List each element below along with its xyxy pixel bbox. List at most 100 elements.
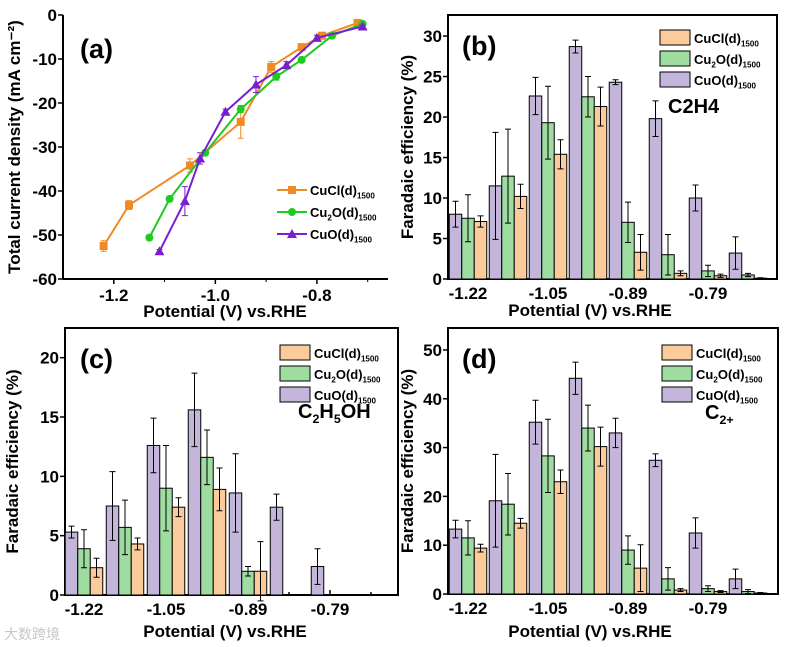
subscript: 2 (713, 375, 718, 384)
data-point (357, 21, 368, 31)
subscript: 1500 (357, 191, 375, 200)
x-tick-label: -0.89 (229, 600, 268, 619)
error-bar (717, 590, 724, 594)
error-bar (245, 566, 251, 577)
x-tick-label: -1.0 (201, 286, 230, 305)
error-bar (273, 493, 280, 521)
x-tick-label: -0.79 (311, 600, 350, 619)
legend-swatch-Cu2O (279, 365, 311, 382)
error-bar (93, 557, 100, 578)
error-bar (745, 589, 751, 595)
error-bar (612, 79, 619, 86)
bar-CuCl (171, 506, 186, 596)
error-bar (517, 517, 524, 529)
data-point (297, 43, 306, 52)
subscript: 2 (331, 375, 336, 384)
text-segment: 4 (708, 96, 720, 118)
y-axis-label: Faradaic efficiency (%) (3, 369, 22, 553)
text-segment: O(d) (716, 52, 743, 67)
bar-CuO (608, 432, 623, 595)
legend-swatch-CuCl (279, 344, 311, 361)
subscript: 1500 (358, 396, 376, 405)
error-bar (452, 200, 459, 228)
y-tick-label: -40 (32, 182, 57, 201)
text-segment: Cu (314, 367, 331, 382)
x-tick-label: -1.05 (147, 600, 186, 619)
text-segment: CuCl(d) (314, 346, 361, 361)
y-tick-label: 20 (40, 349, 59, 368)
panel-label: (d) (462, 344, 496, 374)
x-axis-label: Potential (V) vs.RHE (508, 622, 671, 641)
error-bar (532, 399, 539, 445)
error-bar (637, 544, 644, 593)
data-point (185, 161, 194, 170)
y-tick-label: 50 (423, 341, 442, 360)
y-tick-label: 15 (40, 408, 59, 427)
error-bar (597, 86, 604, 127)
legend-swatch-CuO (661, 386, 693, 403)
bar-CuO (528, 95, 543, 280)
data-point (297, 55, 306, 64)
data-point (311, 32, 322, 42)
subscript: 1500 (361, 354, 379, 363)
text-segment: C (668, 96, 682, 118)
error-bar (757, 592, 764, 595)
error-bar (612, 417, 619, 449)
error-bar (314, 548, 321, 585)
y-tick-label: -10 (32, 50, 57, 69)
x-tick-label: -1.22 (65, 600, 104, 619)
y-axis-label: Total current density (mA cm⁻²) (5, 20, 24, 274)
x-tick-label: -1.2 (99, 286, 128, 305)
text-segment: OH (341, 401, 371, 423)
y-tick-label: 10 (423, 536, 442, 555)
bar-CuCl (553, 153, 568, 280)
legend-label-Cu2O: Cu2O(d)1500 (310, 205, 377, 222)
legend-swatch-Cu2O (659, 50, 691, 67)
panel-label: (b) (462, 31, 496, 61)
legend-swatch-CuCl (659, 29, 691, 46)
subscript: 2 (711, 60, 716, 69)
bar-CuCl (593, 446, 608, 595)
data-point (125, 201, 134, 210)
legend-marker (287, 229, 297, 238)
error-bar (705, 585, 711, 593)
error-bar (637, 233, 644, 271)
error-bar (677, 270, 684, 277)
data-point (220, 106, 231, 116)
error-bar (557, 139, 564, 170)
subscript: 1500 (363, 375, 381, 384)
text-segment: Cu (694, 52, 711, 67)
y-tick-label: 20 (423, 108, 442, 127)
bar-CuCl (593, 106, 608, 280)
data-point (154, 246, 165, 256)
error-bar (517, 183, 524, 210)
error-bar (665, 233, 671, 276)
bar-Cu2O (581, 427, 595, 595)
legend-swatch-Cu2O (661, 365, 693, 382)
y-tick-label: 25 (423, 68, 442, 87)
error-bar (492, 453, 499, 548)
legend-label-CuO: CuO(d)1500 (696, 388, 758, 405)
y-tick-label: 30 (423, 27, 442, 46)
text-segment: H (694, 96, 708, 118)
legend-label-Cu2O: Cu2O(d)1500 (694, 52, 761, 69)
data-point (272, 72, 281, 81)
error-bar (745, 272, 751, 278)
legend-swatch-CuO (279, 386, 311, 403)
subscript: 1500 (745, 375, 763, 384)
error-bar (492, 131, 499, 240)
error-bar (692, 184, 699, 212)
error-bar (232, 453, 239, 533)
error-bar (122, 499, 128, 556)
text-segment: O(d) (718, 367, 745, 382)
text-segment: Cu (310, 205, 327, 220)
series-line-Cu2O (148, 22, 363, 239)
error-bar (191, 372, 198, 448)
y-tick-label: 10 (423, 189, 442, 208)
error-bar (134, 537, 141, 551)
error-bar (257, 541, 264, 602)
subscript: 2 (327, 213, 332, 222)
bar-CuO (528, 421, 543, 595)
y-tick-label: 30 (423, 439, 442, 458)
x-tick-label: -0.89 (609, 599, 648, 618)
